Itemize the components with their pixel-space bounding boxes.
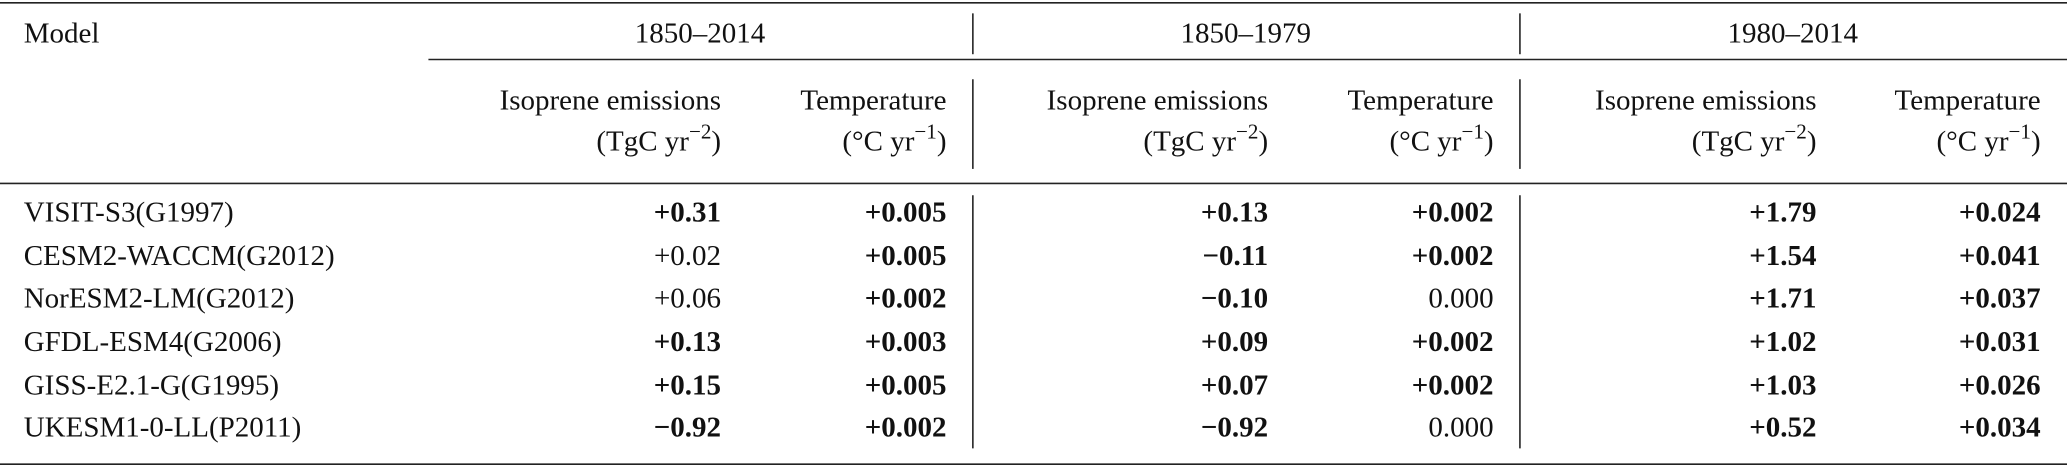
- cell: +0.026: [1959, 369, 2041, 401]
- cell: +0.005: [865, 369, 947, 401]
- cell: +0.034: [1959, 412, 2041, 444]
- unit-exponent: −2: [1784, 120, 1806, 144]
- model-name: UKESM1-0-LL(P2011): [24, 412, 302, 444]
- unit-text: ): [2031, 125, 2041, 157]
- cell: −0.92: [654, 412, 721, 444]
- column-unit: (°C yr−1): [842, 120, 946, 158]
- cell: +0.13: [654, 326, 721, 358]
- column-header: Isoprene emissions: [500, 85, 721, 117]
- cell: +1.54: [1749, 240, 1816, 272]
- unit-text: (TgC yr: [1692, 125, 1785, 157]
- unit-text: ): [937, 125, 947, 157]
- unit-text: (°C yr: [1389, 125, 1461, 157]
- column-unit: (TgC yr−2): [596, 120, 721, 158]
- unit-text: (TgC yr: [1143, 125, 1236, 157]
- unit-text: ): [1807, 125, 1817, 157]
- column-unit: (°C yr−1): [1937, 120, 2041, 158]
- unit-exponent: −1: [1461, 120, 1483, 144]
- model-name: GFDL-ESM4(G2006): [24, 326, 282, 358]
- cell: +1.02: [1749, 326, 1816, 358]
- cell: −0.92: [1201, 412, 1268, 444]
- cell: +0.31: [654, 197, 721, 229]
- column-header: Temperature: [1347, 85, 1493, 117]
- unit-text: (°C yr: [842, 125, 914, 157]
- cell: +0.15: [654, 369, 721, 401]
- cell: +1.71: [1749, 282, 1816, 314]
- cell: +0.13: [1201, 197, 1268, 229]
- cell: +0.037: [1959, 282, 2041, 314]
- column-header: Temperature: [800, 85, 946, 117]
- model-name: GISS-E2.1-G(G1995): [24, 369, 279, 401]
- column-unit: (TgC yr−2): [1143, 120, 1268, 158]
- column-header: Isoprene emissions: [1047, 85, 1269, 117]
- column-unit: (°C yr−1): [1389, 120, 1493, 158]
- cell: +1.03: [1749, 369, 1816, 401]
- model-header: Model: [24, 17, 100, 49]
- unit-text: ): [711, 125, 721, 157]
- cell: −0.10: [1201, 282, 1268, 314]
- cell: +0.005: [865, 240, 947, 272]
- group-header: 1850–2014: [635, 17, 766, 49]
- cell: +0.52: [1749, 412, 1816, 444]
- group-header: 1980–2014: [1728, 17, 1859, 49]
- cell: 0.000: [1428, 412, 1493, 444]
- cell: +0.002: [1412, 197, 1494, 229]
- column-unit: (TgC yr−2): [1692, 120, 1817, 158]
- cell: +0.09: [1201, 326, 1268, 358]
- unit-exponent: −2: [1236, 120, 1258, 144]
- unit-text: ): [1258, 125, 1268, 157]
- model-name: NorESM2-LM(G2012): [24, 282, 295, 314]
- cell: +0.002: [1412, 326, 1494, 358]
- cell: +1.79: [1749, 197, 1816, 229]
- model-name: CESM2-WACCM(G2012): [24, 240, 335, 272]
- cell: +0.031: [1959, 326, 2041, 358]
- cell: +0.06: [654, 282, 721, 314]
- group-header: 1850–1979: [1180, 17, 1311, 49]
- cell: +0.003: [865, 326, 947, 358]
- unit-text: ): [1484, 125, 1494, 157]
- unit-exponent: −1: [2009, 120, 2031, 144]
- cell: +0.07: [1201, 369, 1268, 401]
- cell: +0.005: [865, 197, 947, 229]
- unit-exponent: −2: [689, 120, 711, 144]
- unit-text: (TgC yr: [596, 125, 689, 157]
- cell: +0.002: [1412, 369, 1494, 401]
- unit-exponent: −1: [914, 120, 936, 144]
- cell: +0.041: [1959, 240, 2041, 272]
- cell: +0.002: [1412, 240, 1494, 272]
- column-header: Temperature: [1895, 85, 2041, 117]
- cell: −0.11: [1202, 240, 1268, 272]
- cell: +0.024: [1959, 197, 2041, 229]
- cell: +0.02: [654, 240, 721, 272]
- model-name: VISIT-S3(G1997): [24, 197, 234, 229]
- cell: +0.002: [865, 282, 947, 314]
- cell: +0.002: [865, 412, 947, 444]
- unit-text: (°C yr: [1937, 125, 2009, 157]
- column-header: Isoprene emissions: [1595, 85, 1817, 117]
- cell: 0.000: [1428, 282, 1493, 314]
